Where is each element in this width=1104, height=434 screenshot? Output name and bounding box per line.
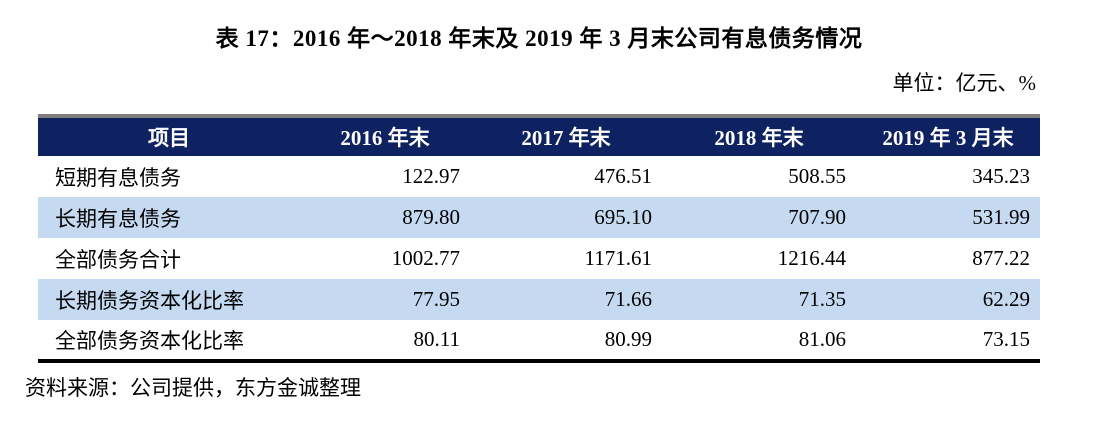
cell-value: 80.99 [604, 327, 652, 351]
column-header-2019q1: 2019 年 3 月末 [882, 126, 1014, 150]
cell-value: 62.29 [982, 287, 1030, 311]
row-label: 全部债务合计 [55, 247, 181, 272]
cell-value: 531.99 [972, 205, 1030, 229]
table-row: 长期债务资本化比率 77.95 71.66 71.35 62.29 [38, 279, 1040, 320]
row-label: 长期有息债务 [55, 206, 181, 231]
table-title: 表 17：2016 年～2018 年末及 2019 年 3 月末公司有息债务情况 [215, 26, 863, 51]
cell-value: 1171.61 [584, 246, 652, 270]
cell-value: 1216.44 [777, 246, 846, 270]
column-header-item: 项目 [148, 126, 190, 150]
row-label: 短期有息债务 [55, 165, 181, 190]
cell-value: 122.97 [402, 164, 460, 188]
cell-value: 476.51 [594, 164, 652, 188]
cell-value: 81.06 [798, 327, 846, 351]
table-section: 表 17：2016 年～2018 年末及 2019 年 3 月末公司有息债务情况… [38, 0, 1040, 363]
cell-value: 1002.77 [391, 246, 460, 270]
cell-value: 71.66 [604, 287, 652, 311]
cell-value: 695.10 [594, 205, 652, 229]
table-header-row: 项目 2016 年末 2017 年末 2018 年末 2019 年 3 月末 [38, 116, 1040, 156]
row-label: 长期债务资本化比率 [55, 288, 244, 313]
column-header-2016: 2016 年末 [340, 126, 430, 150]
unit-note: 单位：亿元、% [892, 71, 1037, 95]
column-header-2018: 2018 年末 [714, 126, 804, 150]
interest-bearing-debt-table: 项目 2016 年末 2017 年末 2018 年末 2019 年 3 月末 短… [38, 114, 1040, 363]
source-note: 资料来源：公司提供，东方金诚整理 [25, 376, 361, 400]
row-label: 全部债务资本化比率 [55, 328, 244, 353]
column-header-2017: 2017 年末 [521, 126, 611, 150]
table-row: 全部债务资本化比率 80.11 80.99 81.06 73.15 [38, 320, 1040, 361]
cell-value: 508.55 [788, 164, 846, 188]
table-row: 长期有息债务 879.80 695.10 707.90 531.99 [38, 197, 1040, 238]
cell-value: 71.35 [798, 287, 846, 311]
cell-value: 877.22 [972, 246, 1030, 270]
cell-value: 73.15 [982, 327, 1030, 351]
table-row: 全部债务合计 1002.77 1171.61 1216.44 877.22 [38, 238, 1040, 279]
table-row: 短期有息债务 122.97 476.51 508.55 345.23 [38, 156, 1040, 197]
cell-value: 80.11 [413, 327, 460, 351]
cell-value: 345.23 [972, 164, 1030, 188]
cell-value: 879.80 [402, 205, 460, 229]
cell-value: 707.90 [788, 205, 846, 229]
cell-value: 77.95 [412, 287, 460, 311]
